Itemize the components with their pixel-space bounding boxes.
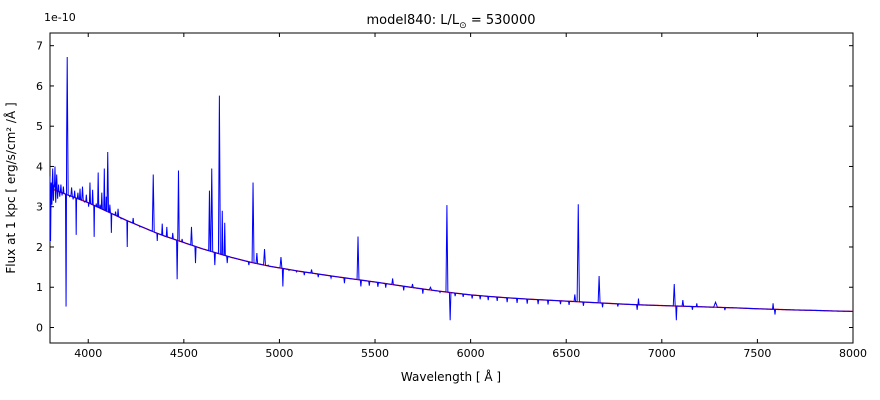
y-tick-label: 2 <box>36 241 43 254</box>
figure-title-suffix: = 530000 <box>467 13 536 28</box>
y-tick-label: 3 <box>36 201 43 214</box>
y-tick-label: 0 <box>36 322 43 335</box>
x-tick-label: 5000 <box>265 347 293 360</box>
x-axis-label: Wavelength [ Å ] <box>401 369 501 384</box>
axis-tick-labels: 4000 4500 5000 5500 6000 6500 7000 7500 8000 0 1 2 3… <box>36 40 867 360</box>
y-tick-label: 5 <box>36 120 43 133</box>
y-tick-label: 1 <box>36 281 43 294</box>
y-tick-label: 6 <box>36 80 43 93</box>
y-axis-offset-label: 1e-10 <box>44 11 76 24</box>
figure-title-prefix: model840: L/L <box>366 13 459 28</box>
x-tick-label: 5500 <box>361 347 389 360</box>
sun-symbol: ⊙ <box>459 21 467 31</box>
plot-frame <box>49 32 854 344</box>
figure-title: model840: L/L⊙ = 530000 <box>366 13 535 31</box>
x-tick-label: 6500 <box>552 347 580 360</box>
x-tick-label: 4500 <box>170 347 198 360</box>
x-tick-label: 7500 <box>743 347 771 360</box>
y-tick-label: 7 <box>36 40 43 53</box>
x-tick-label: 4000 <box>74 347 102 360</box>
x-tick-label: 8000 <box>839 347 867 360</box>
x-tick-label: 6000 <box>457 347 485 360</box>
y-tick-label: 4 <box>36 160 43 173</box>
spectrum-line <box>49 56 854 321</box>
x-tick-label: 7000 <box>648 347 676 360</box>
y-axis-label: Flux at 1 kpc [ erg/s/cm² /Å ] <box>3 102 18 273</box>
axis-ticks <box>50 33 854 343</box>
